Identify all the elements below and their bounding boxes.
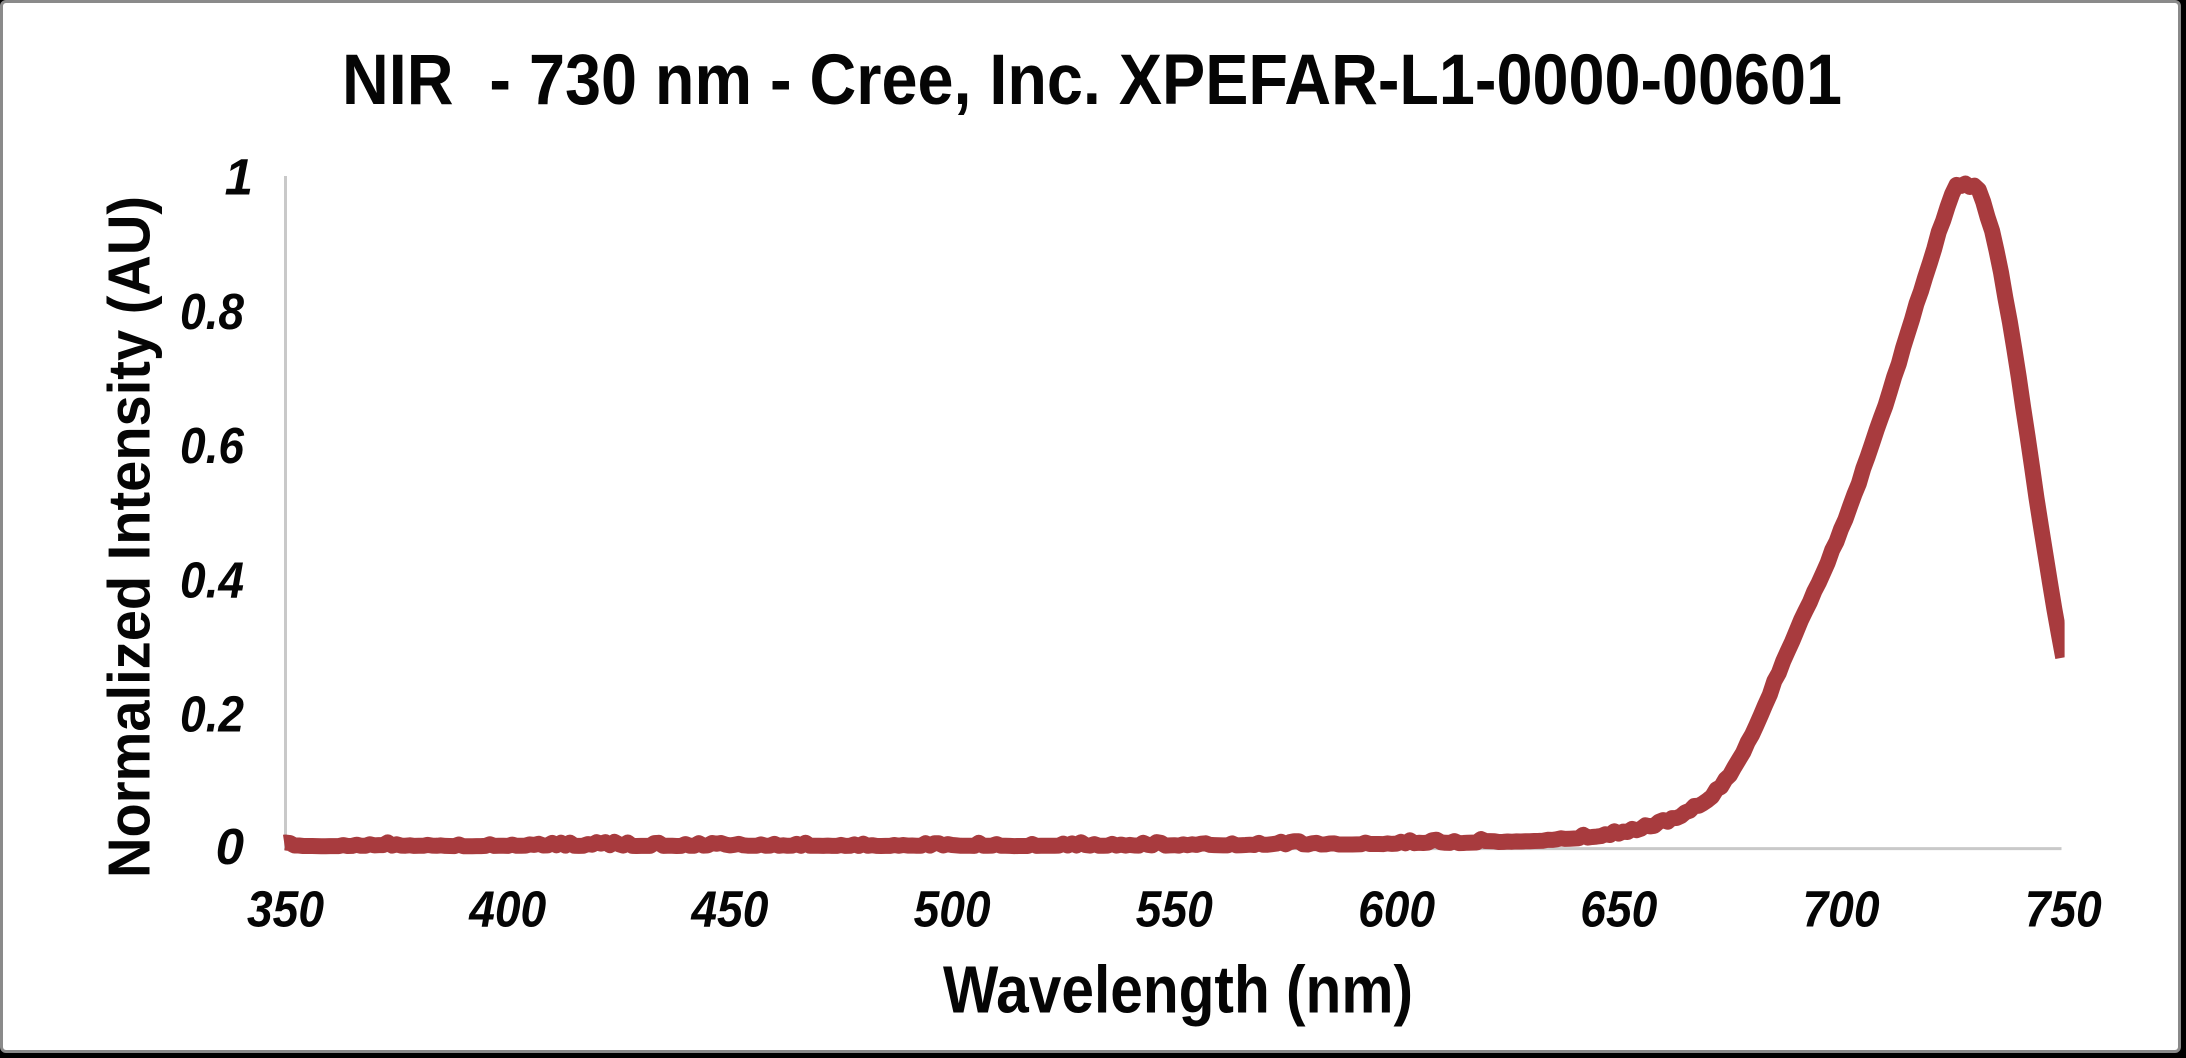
svg-text:NIR - 730 nm - Cree, Inc. XPE: NIR - 730 nm - Cree, Inc. XPEFAR-L1-0000… — [342, 41, 1842, 120]
svg-text:350: 350 — [247, 881, 324, 938]
svg-text:700: 700 — [1803, 881, 1880, 938]
svg-text:1: 1 — [225, 149, 253, 206]
svg-text:0: 0 — [216, 818, 244, 875]
svg-text:Normalized Intensity (AU): Normalized Intensity (AU) — [97, 196, 163, 878]
svg-text:0.4: 0.4 — [180, 551, 244, 608]
svg-text:0.2: 0.2 — [180, 686, 244, 743]
svg-text:550: 550 — [1136, 881, 1213, 938]
svg-text:500: 500 — [914, 881, 991, 938]
svg-text:450: 450 — [690, 881, 768, 938]
svg-text:600: 600 — [1358, 881, 1435, 938]
svg-text:Wavelength (nm): Wavelength (nm) — [943, 953, 1413, 1028]
svg-text:400: 400 — [468, 881, 546, 938]
svg-text:0.6: 0.6 — [180, 417, 245, 474]
svg-text:750: 750 — [2025, 881, 2102, 938]
svg-text:650: 650 — [1580, 881, 1657, 938]
svg-text:0.8: 0.8 — [180, 283, 245, 340]
